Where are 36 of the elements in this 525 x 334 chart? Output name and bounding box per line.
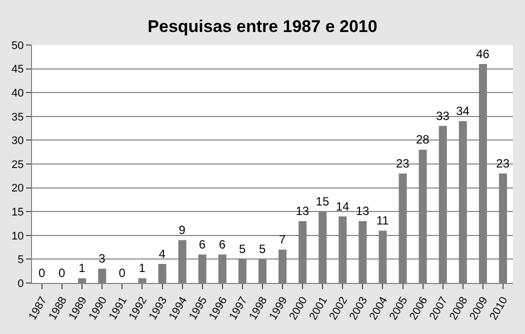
data-label: 5 — [238, 242, 246, 256]
y-tick-label: 45 — [12, 64, 24, 76]
y-tick-label: 20 — [12, 182, 24, 195]
data-label: 7 — [279, 232, 286, 247]
data-label: 23 — [396, 156, 410, 171]
y-tick-label: 10 — [12, 230, 24, 242]
y-tick-label: 35 — [12, 111, 24, 124]
data-label: 33 — [436, 108, 450, 123]
y-tick-label: 15 — [12, 206, 24, 218]
data-label: 6 — [218, 237, 226, 252]
data-label: 0 — [58, 266, 66, 280]
data-label: 11 — [376, 214, 390, 228]
data-label: 3 — [98, 252, 106, 266]
y-tick-label: 30 — [12, 135, 24, 148]
chart-title: Pesquisas entre 1987 e 2010 — [148, 16, 378, 36]
data-label: 28 — [416, 132, 430, 147]
data-label: 1 — [78, 261, 86, 276]
data-label: 13 — [356, 204, 370, 218]
y-tick-label: 25 — [12, 158, 24, 171]
data-label: 4 — [158, 246, 166, 261]
data-label: 23 — [496, 156, 510, 171]
data-label: 0 — [118, 266, 126, 280]
y-tick-label: 40 — [12, 87, 24, 100]
y-tick-label: 0 — [18, 278, 24, 290]
data-label: 9 — [178, 223, 186, 238]
data-label: 0 — [38, 266, 46, 280]
data-label: 13 — [296, 204, 310, 218]
data-label: 14 — [336, 199, 350, 214]
data-label: 15 — [316, 194, 330, 209]
y-tick-label: 5 — [18, 254, 24, 266]
data-label: 34 — [456, 104, 470, 118]
data-label: 46 — [476, 47, 490, 62]
data-label: 1 — [138, 261, 146, 276]
data-label: 5 — [258, 242, 266, 256]
data-label: 6 — [198, 237, 206, 252]
y-tick-label: 50 — [12, 40, 24, 52]
